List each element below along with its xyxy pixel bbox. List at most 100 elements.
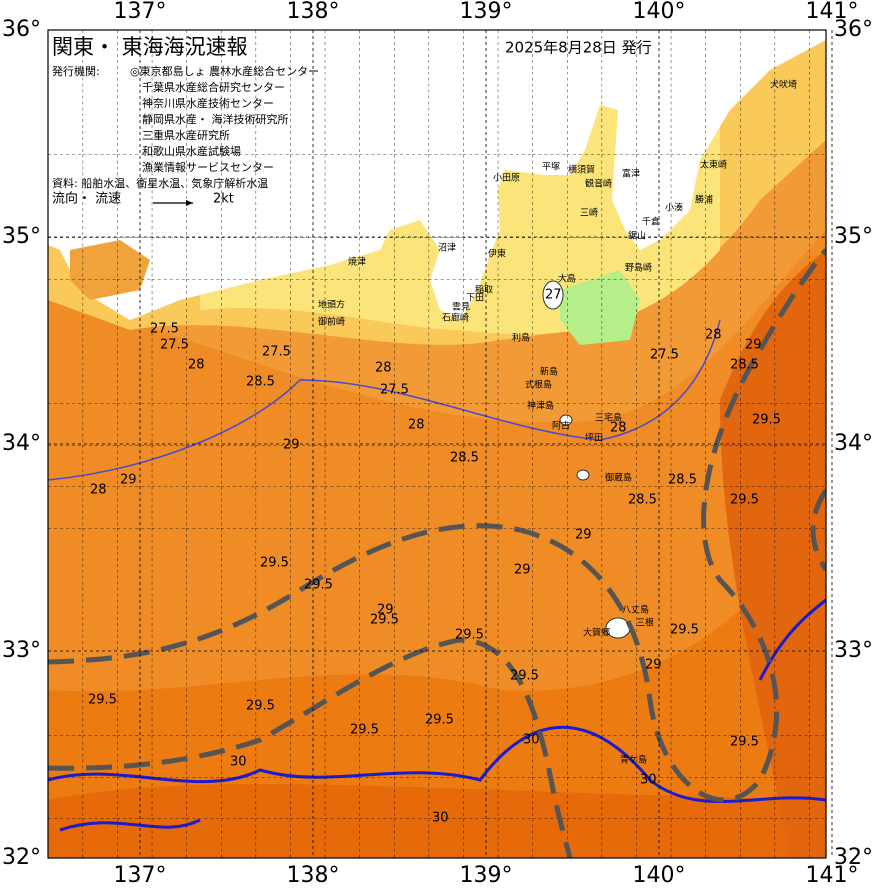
lon-tick-label: 139° [460,863,513,888]
contour-label: 30 [523,733,540,748]
place-name: 富津 [622,168,640,180]
contour-label: 29.5 [455,628,484,643]
contour-label: 29 [745,338,762,353]
contour-label: 29.5 [246,699,275,714]
contour-label: 28.5 [668,473,697,488]
lon-tick-label: 140° [633,863,686,888]
issue-date: 2025年8月28日 発行 [505,39,652,57]
contour-label: 28 [375,361,392,376]
contour-label: 28 [610,421,627,436]
place-name: 平塚 [542,162,560,173]
place-name: 御蔵島 [605,472,632,484]
flow-label: 流向・ 流速 [52,191,121,207]
place-name: 三根 [636,617,654,629]
place-name: 小田原 [493,173,520,184]
contour-label: 28.5 [246,375,275,390]
lon-tick-label: 137° [114,0,167,24]
lat-tick-label: 33° [834,638,873,663]
lat-tick-label: 36° [2,17,41,42]
contour-label: 29.5 [752,413,781,428]
data-source: 資料: 船舶水温、衛星水温、気象庁解析水温 [52,176,268,190]
flow-scale: 2kt [213,192,234,207]
contour-label: 29.5 [350,723,379,738]
contour-label: 27.5 [380,383,409,398]
place-name: 坪田 [585,433,603,444]
contour-label: 29.5 [730,735,759,750]
lon-tick-label: 139° [460,0,513,24]
place-name: 雲見 [452,302,470,313]
contour-label: 28.5 [628,493,657,508]
lat-tick-label: 32° [834,845,873,870]
contour-label: 28.5 [450,451,479,466]
place-name: 千倉 [642,216,660,228]
contour-label: 28.5 [730,358,759,373]
contour-label: 29.5 [670,623,699,638]
contour-label: 29 [575,528,592,543]
lon-tick-label: 141° [806,863,859,888]
contour-label: 29.5 [425,713,454,728]
publisher: 和歌山県水産試験場 [142,144,241,158]
lon-tick-label: 137° [114,863,167,888]
place-name: 伊東 [488,248,506,260]
contour-label: 28 [90,483,107,498]
contour-label: 27 [545,288,562,303]
contour-label: 30 [230,755,247,770]
place-name: 神津島 [527,400,554,412]
lon-tick-label: 141° [806,0,859,24]
place-name: 地頭方 [318,299,345,311]
place-name: 勝浦 [695,194,713,206]
place-name: 御前崎 [318,316,345,328]
contour-label: 29 [645,658,662,673]
contour-label: 29 [377,603,394,618]
place-name: 焼津 [348,257,366,268]
contour-label: 29.5 [88,693,117,708]
lat-tick-label: 35° [834,224,873,249]
contour-label: 27.5 [650,348,679,363]
place-name: 野島崎 [625,262,652,274]
publisher: 漁業情報サービスセンター [142,160,274,174]
contour-label: 29.5 [260,556,289,571]
place-name: 太東崎 [700,159,727,171]
place-name: 石廊崎 [442,312,469,324]
place-name: 三崎 [580,207,598,219]
contour-label: 27.5 [262,345,291,360]
lon-tick-label: 140° [633,0,686,24]
contour-label: 27.5 [160,338,189,353]
contour-label: 29.5 [730,493,759,508]
contour-label: 28 [408,418,425,433]
place-name: 利島 [512,332,530,344]
lat-tick-label: 33° [2,638,41,663]
publisher-label: 発行機関: [52,64,100,78]
contour-label: 28 [188,358,205,373]
contour-label: 29.5 [370,613,399,628]
place-name: 稲取 [475,284,493,296]
publisher: 三重県水産研究所 [142,128,230,142]
contour-label: 30 [640,773,657,788]
place-name: 大島 [558,273,576,285]
contour-label: 29 [120,473,137,488]
place-name: 三宅島 [595,412,622,424]
place-name: 八丈島 [622,604,649,616]
flow-scale-arrowhead [186,200,193,206]
lon-tick-label: 138° [287,863,340,888]
place-name: 阿古 [552,420,570,432]
place-name: 式根島 [525,379,552,391]
lat-tick-label: 35° [2,224,41,249]
place-name: 横須賀 [568,164,595,176]
contour-label: 28 [705,328,722,343]
place-name: 青ケ島 [620,754,647,766]
place-name: 新島 [540,366,558,378]
publisher: 静岡県水産・ 海洋技術研究所 [142,112,289,126]
publisher: ◎東京都島しょ 農林水産総合センター [130,64,319,78]
lat-tick-label: 34° [2,431,41,456]
title: 関東・ 東海海況速報 [52,35,248,59]
place-name: 小湊 [665,202,683,214]
place-name: 犬吠埼 [770,79,797,91]
contour-label: 29.5 [510,669,539,684]
contour-label: 29 [514,563,531,578]
publisher: 千葉県水産総合研究センター [142,80,285,94]
place-name: 下田 [466,293,484,304]
current-axis [48,248,826,858]
place-name: 観音崎 [585,178,612,190]
